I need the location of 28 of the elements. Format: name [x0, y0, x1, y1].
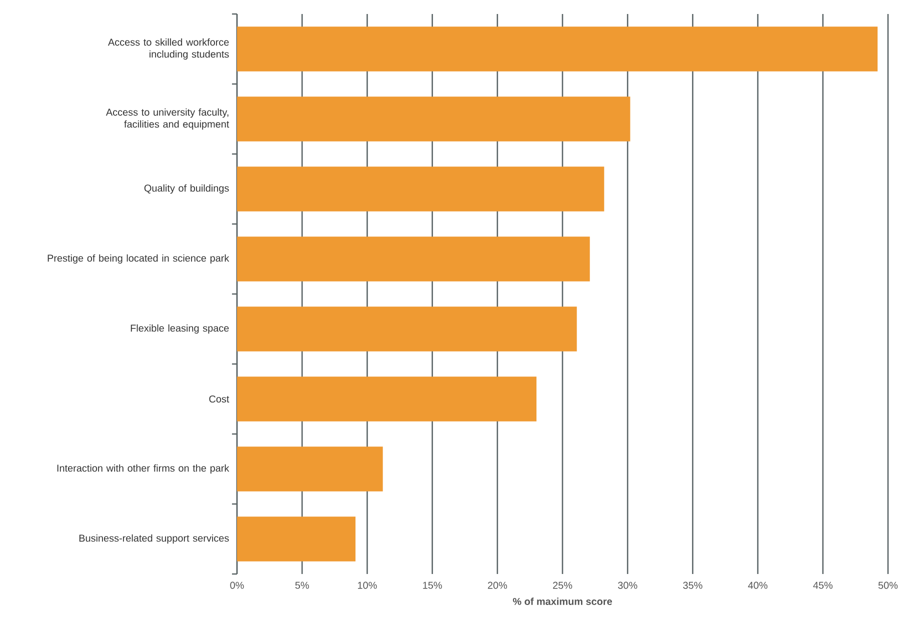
x-tick-label: 50%: [878, 582, 898, 589]
y-tick-label: Flexible leasing space: [130, 324, 229, 334]
x-tick-label: 10%: [358, 582, 377, 589]
bar: [237, 516, 356, 562]
bar: [237, 166, 604, 212]
bar: [237, 236, 590, 282]
x-tick-label: 30%: [618, 582, 638, 589]
x-tick-label: 35%: [683, 582, 702, 589]
y-tick-label: Access to skilled workforce including students: [108, 38, 229, 60]
y-tick-label: Quality of buildings: [144, 184, 229, 194]
x-axis-title: % of maximum score: [512, 598, 612, 605]
bar: [237, 306, 577, 352]
bar: [237, 26, 878, 72]
bar: [237, 446, 383, 492]
x-tick-label: 25%: [553, 582, 572, 589]
x-tick-label: 5%: [295, 582, 309, 589]
y-tick-label: Cost: [209, 395, 230, 403]
bar: [237, 96, 630, 142]
x-tick-label: 40%: [748, 582, 768, 589]
bar: [237, 376, 536, 422]
y-tick-label: Access to university faculty, facilities and equipment: [106, 108, 230, 130]
x-tick-label: 45%: [813, 582, 833, 589]
y-tick-label: Interaction with other firms on the park: [57, 464, 230, 474]
x-tick-label: 0%: [230, 582, 244, 589]
y-tick-label: Business-related support services: [79, 534, 229, 544]
y-tick-label: Prestige of being located in science park: [48, 254, 230, 264]
x-tick-label: 15%: [423, 582, 442, 589]
x-tick-label: 20%: [488, 582, 508, 589]
